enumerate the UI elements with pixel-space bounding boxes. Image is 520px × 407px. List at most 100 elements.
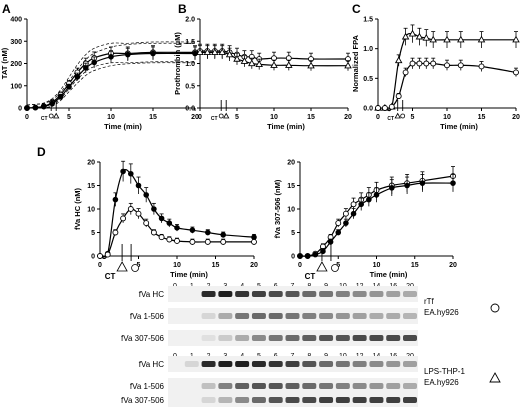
data-point-filled-circle	[192, 50, 198, 57]
blot-band	[285, 313, 300, 319]
confidence-band	[26, 41, 196, 106]
data-point-triangle	[422, 33, 431, 41]
blot-band	[369, 397, 384, 403]
blot-band	[251, 361, 266, 367]
data-point-filled-circle	[112, 196, 119, 203]
blot-band	[285, 383, 300, 389]
blot-band	[369, 335, 384, 341]
blot-band	[285, 397, 300, 403]
x-tick-label: 20	[191, 114, 199, 121]
blot-band	[386, 397, 401, 403]
blot-band	[352, 383, 367, 389]
blot-band	[235, 335, 250, 341]
y-tick-label: 400	[10, 17, 22, 24]
y-axis-label: fVa HC (nM)	[73, 187, 82, 230]
ct-label: CT	[105, 272, 116, 281]
blot-band	[251, 397, 266, 403]
blot-band	[268, 291, 283, 297]
x-tick-label: 0	[25, 114, 29, 121]
ct-label: CT	[41, 116, 48, 122]
data-point-filled-circle	[166, 220, 173, 226]
data-point-triangle	[218, 48, 226, 56]
data-point-triangle	[203, 48, 212, 56]
blot-band	[268, 313, 283, 319]
ct-label: CT	[387, 116, 394, 122]
data-point-open-circle	[251, 238, 257, 245]
data-point-filled-circle	[304, 253, 311, 259]
data-point-filled-circle	[404, 182, 410, 189]
blot-band	[352, 313, 367, 319]
x-tick-label: 15	[411, 262, 419, 269]
blot-band	[218, 383, 233, 389]
condition-label: EA.hy926	[424, 308, 459, 317]
y-tick-label: 5	[291, 230, 295, 237]
blot-band	[335, 291, 350, 297]
ct-label: CT	[211, 116, 218, 122]
blot-band	[369, 361, 384, 367]
ct-triangle-icon	[316, 261, 328, 272]
blot-band	[403, 313, 417, 319]
y-axis-label: fVa 307-506 (nM)	[273, 179, 282, 238]
blot-band	[386, 361, 401, 367]
x-tick-label: 15	[478, 114, 486, 121]
data-point-filled-circle	[174, 225, 180, 231]
data-point-open-circle	[158, 234, 165, 241]
y-axis-label: Normalized FPA	[351, 34, 360, 92]
ct-circle-icon	[131, 264, 140, 272]
x-axis-label: Time (min)	[170, 270, 208, 279]
data-point-filled-circle	[120, 168, 126, 175]
data-point-open-circle	[342, 210, 349, 217]
ct-circle-icon	[218, 113, 224, 119]
blot-band	[285, 291, 300, 297]
y-axis-label: TAT (nM)	[0, 47, 9, 79]
x-tick-label: 0	[376, 114, 380, 121]
ct-circle-icon	[331, 264, 339, 272]
x-tick-label: 5	[411, 114, 415, 121]
data-point-triangle	[211, 48, 219, 56]
data-point-triangle	[394, 56, 403, 64]
data-point-open-circle	[430, 60, 437, 67]
blot-band	[251, 313, 266, 319]
blot-band	[184, 361, 199, 367]
y-tick-label: 1.5	[363, 17, 373, 24]
blot-band	[235, 313, 250, 319]
blot-band	[319, 291, 334, 297]
data-point-filled-circle	[150, 50, 156, 57]
panel-letter: B	[178, 2, 187, 16]
ct-triangle-icon	[223, 112, 230, 119]
ct-triangle-icon	[116, 261, 128, 272]
data-point-triangle	[285, 61, 293, 68]
data-point-triangle	[240, 57, 249, 64]
y-tick-label: 15	[287, 183, 295, 190]
blot-band	[268, 335, 283, 341]
y-tick-label: 15	[87, 183, 95, 190]
data-point-open-circle	[402, 69, 409, 76]
panel-letter: A	[2, 2, 11, 16]
condition-label: rTf	[424, 297, 435, 306]
data-point-open-circle	[388, 103, 395, 110]
ct-triangle-icon	[53, 112, 60, 119]
data-point-open-circle	[444, 62, 450, 69]
blot-band	[403, 397, 417, 403]
data-point-triangle	[270, 61, 278, 68]
y-tick-label: 300	[10, 39, 22, 46]
blot-band	[235, 397, 250, 403]
chart-panel-C: C 0 5 10 15 20 0.0 0.5 1.0 1.5 Time (min) Normalize…	[351, 2, 520, 131]
blot-band	[201, 335, 216, 341]
y-tick-label: 2.0	[185, 17, 195, 24]
data-point-filled-circle	[450, 180, 456, 186]
data-point-filled-circle	[125, 51, 131, 58]
data-point-filled-circle	[419, 180, 426, 186]
blot-band	[335, 397, 350, 403]
blot-band	[319, 313, 334, 319]
condition-circle-icon	[490, 303, 500, 313]
data-point-triangle	[443, 35, 451, 43]
x-tick-label: 10	[107, 114, 115, 121]
data-point-filled-circle	[24, 105, 30, 111]
blot-band	[251, 335, 266, 341]
data-point-filled-circle	[108, 54, 114, 60]
data-point-filled-circle	[358, 201, 365, 208]
data-point-filled-circle	[128, 170, 134, 177]
